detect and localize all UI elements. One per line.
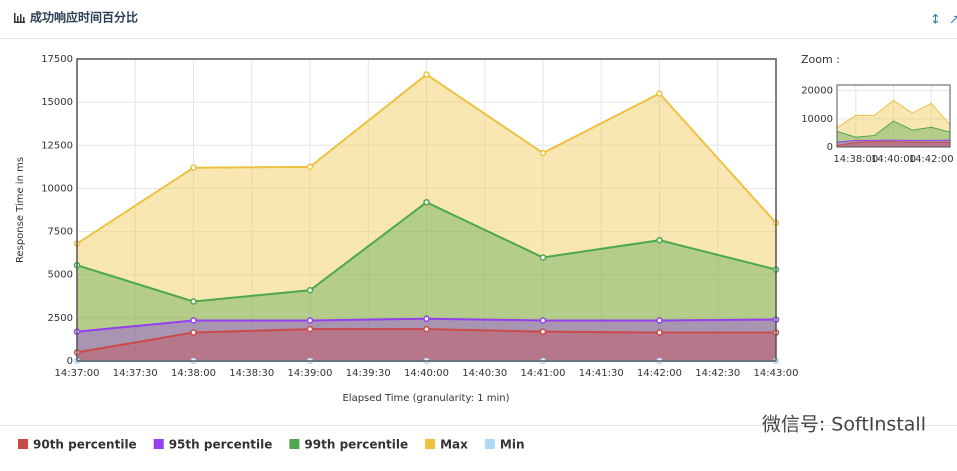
chart-icon	[14, 13, 25, 23]
header	[0, 0, 957, 38]
y-tick-label: 5000	[48, 270, 73, 281]
data-point	[423, 315, 430, 322]
x-tick-label: 14:38:00	[171, 368, 216, 379]
watermark: 微信号: SoftInstall	[762, 414, 926, 436]
series-line	[836, 99, 951, 129]
y-tick-label: 15000	[41, 97, 73, 108]
expand-button[interactable]: ↗	[949, 13, 957, 28]
plot-border	[76, 58, 777, 362]
data-point	[306, 163, 314, 171]
x-tick-label: 14:40:30	[462, 368, 507, 379]
data-point	[423, 325, 430, 333]
data-point	[656, 90, 663, 97]
x-tick-label: 14:42:00	[909, 154, 954, 165]
data-point	[539, 149, 547, 157]
legend-swatch	[425, 439, 436, 449]
data-point	[190, 329, 197, 336]
data-point	[190, 317, 197, 324]
y-axis-label: Response Time in ms	[15, 157, 26, 263]
x-tick-label: 14:37:00	[55, 368, 100, 379]
x-tick-label: 14:41:00	[521, 368, 566, 379]
legend-label[interactable]: 99th percentile	[304, 438, 408, 452]
legend-label[interactable]: 95th percentile	[169, 438, 273, 452]
legend-label[interactable]: Max	[440, 438, 468, 452]
x-tick-label: 14:43:00	[754, 368, 799, 379]
panel-title: 成功响应时间百分比	[30, 10, 138, 25]
legend-label[interactable]: Min	[500, 438, 525, 452]
y-tick-label: 10000	[801, 114, 833, 125]
x-tick-label: 14:38:00	[833, 154, 878, 165]
plot-border	[836, 84, 951, 148]
y-tick-label: 20000	[801, 86, 833, 97]
x-tick-label: 14:42:00	[637, 368, 682, 379]
zoom-title: Zoom :	[801, 53, 840, 66]
legend-swatch	[18, 439, 28, 449]
data-point	[656, 329, 663, 336]
legend-swatch	[289, 439, 300, 449]
data-point	[423, 71, 430, 78]
y-tick-label: 17500	[41, 54, 73, 65]
y-tick-label: 12500	[41, 140, 73, 151]
x-tick-label: 14:37:30	[113, 368, 158, 379]
area-fill	[837, 100, 950, 147]
data-point	[306, 286, 314, 294]
data-point	[423, 198, 430, 206]
data-point	[656, 236, 663, 244]
series-line	[836, 141, 950, 147]
y-tick-label: 0	[67, 356, 73, 367]
legend-swatch	[484, 439, 495, 449]
legend-swatch	[153, 439, 164, 449]
data-point	[539, 328, 547, 335]
area-fill	[837, 141, 950, 147]
data-point	[190, 164, 197, 171]
legend-label[interactable]: 90th percentile	[33, 438, 137, 452]
data-point	[539, 317, 547, 324]
data-point	[190, 298, 197, 305]
y-tick-label: 7500	[48, 227, 73, 238]
data-point	[306, 325, 314, 333]
y-tick-label: 0	[827, 142, 833, 153]
series-line	[836, 120, 951, 138]
y-tick-label: 2500	[48, 313, 73, 324]
x-tick-label: 14:40:00	[871, 154, 916, 165]
series-line	[836, 139, 951, 143]
data-point	[539, 254, 547, 261]
area-fill	[77, 74, 776, 361]
x-tick-label: 14:41:30	[579, 368, 624, 379]
x-tick-label: 14:39:30	[346, 368, 391, 379]
data-point	[306, 317, 314, 324]
data-point	[656, 317, 663, 324]
x-tick-label: 14:39:00	[288, 368, 333, 379]
area-fill	[77, 318, 776, 361]
y-tick-label: 10000	[41, 183, 73, 194]
collapse-button[interactable]: ↕	[930, 13, 941, 28]
x-tick-label: 14:40:00	[404, 368, 449, 379]
x-tick-label: 14:38:30	[229, 368, 274, 379]
x-tick-label: 14:42:30	[695, 368, 740, 379]
x-axis-label: Elapsed Time (granularity: 1 min)	[342, 393, 509, 404]
area-fill	[77, 329, 776, 361]
